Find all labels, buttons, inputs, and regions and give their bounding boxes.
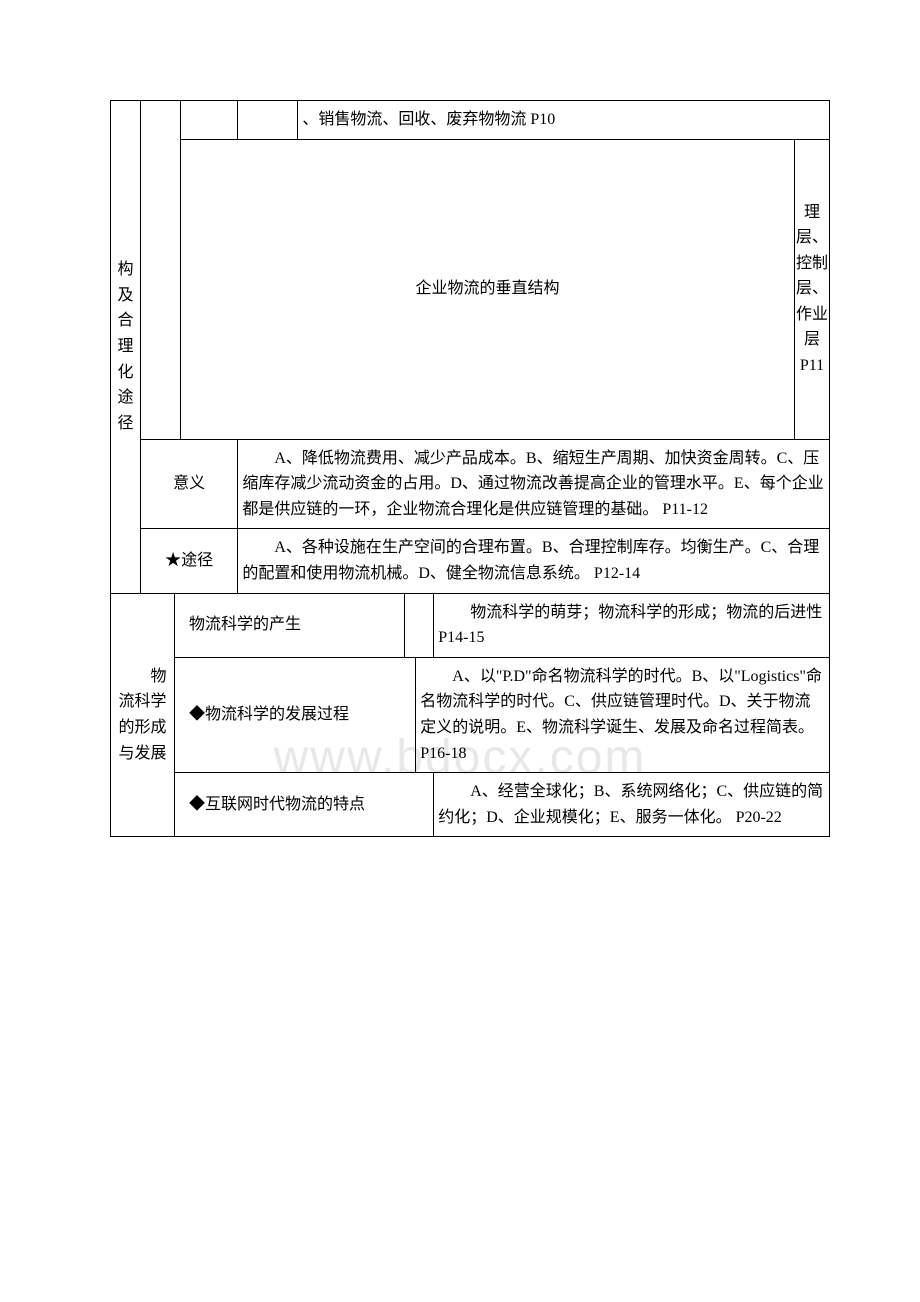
section2-row3-content: A、经营全球化；B、系统网络化；C、供应链的简约化；D、企业规模化；E、服务一体…: [434, 773, 830, 837]
section1-row3-content: A、降低物流费用、减少产品成本。B、缩短生产周期、加快资金周转。C、压缩库存减少…: [238, 439, 830, 529]
section2-empty-cell: [405, 594, 434, 658]
section1-row1-right: 、销售物流、回收、废弃物物流 P10: [298, 101, 830, 140]
section1-empty-cell: [141, 101, 181, 440]
table-row: ◆互联网时代物流的特点 A、经营全球化；B、系统网络化；C、供应链的简约化；D、…: [111, 773, 830, 837]
section2-table: 物流科学的形成与发展 物流科学的产生 物流科学的萌芽；物流科学的形成；物流的后进…: [110, 594, 830, 838]
table-row: ◆物流科学的发展过程 A、以"P.D"命名物流科学的时代。B、以"Logisti…: [111, 657, 830, 772]
section2-row1-label: 物流科学的产生: [175, 594, 405, 658]
table-row: 企业物流的垂直结构 理层、控制层、作业层P11: [111, 139, 830, 439]
table-row: 构及合理化途径 、销售物流、回收、废弃物物流 P10: [111, 101, 830, 140]
section2-row1-content: 物流科学的萌芽；物流科学的形成；物流的后进性 P14-15: [434, 594, 830, 658]
section2-row2-content: A、以"P.D"命名物流科学的时代。B、以"Logistics"命名物流科学的时…: [416, 657, 830, 772]
section2-vertical-label: 物流科学的形成与发展: [111, 594, 175, 837]
section2-row2-label: ◆物流科学的发展过程: [175, 657, 416, 772]
document-content: 构及合理化途径 、销售物流、回收、废弃物物流 P10 企业物流的垂直结构 理层、…: [110, 100, 830, 837]
section1-row3-label: 意义: [141, 439, 238, 529]
section1-table: 构及合理化途径 、销售物流、回收、废弃物物流 P10 企业物流的垂直结构 理层、…: [110, 100, 830, 594]
section1-empty-cell: [238, 101, 298, 140]
section1-row2-mid: 企业物流的垂直结构: [181, 139, 795, 439]
section1-empty-cell: [181, 101, 238, 140]
table-row: 物流科学的形成与发展 物流科学的产生 物流科学的萌芽；物流科学的形成；物流的后进…: [111, 594, 830, 658]
table-row: ★途径 A、各种设施在生产空间的合理布置。B、合理控制库存。均衡生产。C、合理的…: [111, 529, 830, 593]
section1-row4-label: ★途径: [141, 529, 238, 593]
section1-row2-right: 理层、控制层、作业层P11: [795, 139, 830, 439]
section2-row3-label: ◆互联网时代物流的特点: [175, 773, 434, 837]
section1-vertical-label: 构及合理化途径: [111, 101, 141, 594]
table-row: 意义 A、降低物流费用、减少产品成本。B、缩短生产周期、加快资金周转。C、压缩库…: [111, 439, 830, 529]
section1-row4-content: A、各种设施在生产空间的合理布置。B、合理控制库存。均衡生产。C、合理的配置和使…: [238, 529, 830, 593]
